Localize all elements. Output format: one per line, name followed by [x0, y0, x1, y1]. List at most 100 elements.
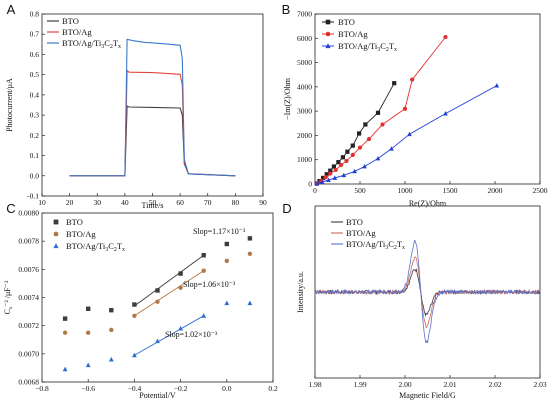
x-tick-label: 0: [313, 186, 317, 195]
x-tick-label: 2.00: [398, 380, 411, 389]
data-point: [341, 172, 347, 178]
fit-line-1: [134, 270, 204, 317]
x-tick-label: 500: [354, 186, 366, 195]
y-tick-label: 3000: [297, 107, 312, 116]
series-line-1: [316, 36, 446, 184]
legend-marker: [53, 231, 59, 237]
data-point: [85, 362, 91, 368]
y-tick-label: 0.0068: [18, 378, 39, 387]
series-line-0: [69, 105, 236, 177]
x-tick-label: 0.2: [268, 384, 278, 393]
data-point: [332, 175, 338, 180]
data-point: [326, 177, 331, 183]
y-tick-label: 0.2: [30, 131, 40, 140]
data-point: [350, 152, 355, 157]
data-point: [362, 163, 367, 169]
slope-annotation: Slop=1.06×10⁻³: [183, 280, 236, 289]
series-line-2: [69, 38, 236, 177]
y-tick-label: 7000: [297, 10, 312, 19]
x-tick-label: 1.99: [353, 380, 366, 389]
x-tick-label: 20: [66, 198, 74, 207]
x-tick-label: 0.0: [222, 384, 232, 393]
y-axis-label: −Im(Z)/Ohm: [283, 77, 292, 120]
data-point: [86, 330, 91, 335]
data-point: [201, 313, 207, 318]
data-point: [132, 313, 137, 319]
y-tick-label: 0.0: [30, 171, 40, 180]
data-point: [344, 158, 349, 164]
data-point: [443, 34, 448, 40]
data-point: [319, 179, 325, 184]
x-tick-label: 10: [38, 198, 46, 207]
legend-label: BTO/Ag/Ti3C2Tx: [346, 239, 405, 251]
y-tick-label: 0.0074: [18, 293, 39, 302]
x-tick-label: 40: [121, 198, 129, 207]
panel-a: A 10 20 30 40 50 60 70 80 90 -0.1 0.0 0.1 0.2 0.3 0.4 0.…: [5, 2, 267, 210]
y-tick-label: 0.1: [30, 151, 40, 160]
legend-label: BTO/Ag/Ti3C2Tx: [338, 41, 397, 53]
data-point: [321, 175, 326, 181]
data-point: [389, 146, 394, 151]
data-point: [328, 168, 333, 173]
legend-label: BTO/Ag/Ti3C2Tx: [62, 38, 121, 50]
data-point: [352, 168, 357, 174]
x-axis-label: Time/s: [142, 201, 164, 210]
panel-b: B 0 500 1000 1500 2000 2500 0 1000 2000 3000 4000 50…: [282, 2, 548, 208]
y-tick-label: -0.1: [27, 192, 39, 201]
x-tick-label: 2.03: [533, 380, 546, 389]
fit-line-0: [134, 254, 204, 307]
x-tick-label: 1500: [443, 186, 458, 195]
slope-annotation: Slop=1.17×10⁻³: [193, 227, 246, 236]
x-tick-label: 2.01: [443, 380, 456, 389]
data-point: [494, 83, 500, 88]
y-tick-label: 0.0070: [18, 349, 39, 358]
y-axis-label: Intensity/a.u.: [296, 271, 305, 313]
data-point: [345, 149, 350, 154]
x-tick-label: −0.2: [174, 384, 188, 393]
x-axis-label: Potential/V: [139, 391, 176, 400]
x-tick-label: 1.98: [308, 380, 321, 389]
data-point: [357, 131, 362, 136]
x-tick-label: −0.6: [81, 384, 95, 393]
series-line-0: [314, 268, 541, 317]
y-tick-label: 0.0076: [18, 265, 39, 274]
x-tick-label: −0.4: [128, 384, 142, 393]
x-tick-label: 80: [232, 198, 240, 207]
y-tick-label: 0.7: [30, 30, 40, 39]
y-tick-label: 0.5: [30, 70, 40, 79]
y-tick-label: 2000: [297, 131, 312, 140]
data-point: [331, 164, 336, 169]
legend-label: BTO/Ag/Ti3C2Tx: [66, 241, 125, 253]
data-point: [333, 167, 338, 173]
data-point: [224, 258, 229, 264]
data-point: [155, 288, 160, 293]
data-point: [201, 268, 206, 273]
data-point: [340, 155, 345, 160]
data-point: [131, 352, 137, 358]
y-tick-label: 0.4: [30, 90, 40, 99]
x-axis-label: Magnetic Field/G: [399, 391, 456, 400]
data-point: [339, 162, 344, 168]
x-axis-label: Re(Z)/Ohm: [409, 199, 447, 208]
data-point: [392, 81, 397, 86]
data-point: [380, 122, 385, 127]
y-tick-label: 0.8: [30, 10, 40, 19]
legend-marker: [325, 31, 331, 37]
legend-marker: [53, 219, 59, 225]
x-tick-label: 60: [176, 198, 184, 207]
y-tick-label: 0.0080: [18, 209, 39, 218]
data-point: [375, 110, 381, 115]
y-tick-label: 0.0078: [18, 237, 39, 246]
y-tick-label: 0.6: [30, 50, 40, 59]
data-point: [224, 241, 229, 247]
data-point: [132, 302, 137, 307]
legend-label: BTO/Ag: [66, 229, 96, 239]
x-tick-label: 70: [204, 198, 212, 207]
data-point: [363, 122, 368, 127]
plot-frame: [314, 13, 541, 185]
data-point: [410, 77, 415, 82]
legend-marker: [53, 243, 59, 249]
panel-letter: C: [6, 201, 15, 216]
legend-label: BTO: [338, 17, 355, 27]
y-tick-label: 6000: [297, 34, 312, 43]
